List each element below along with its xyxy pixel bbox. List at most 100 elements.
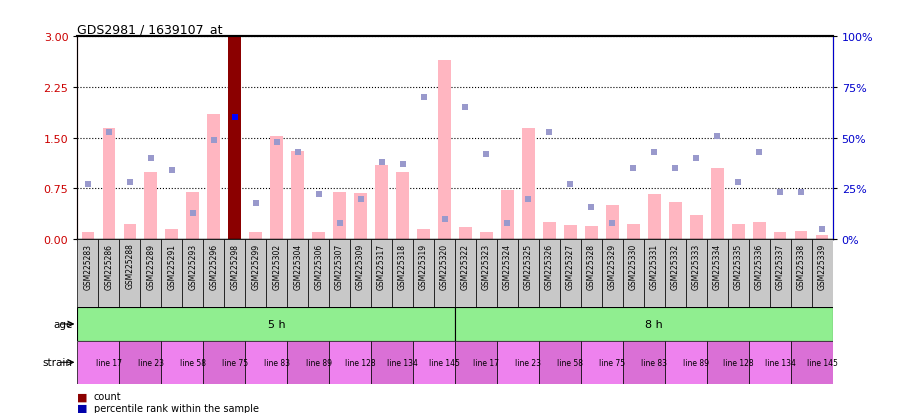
Bar (413, 341, 455, 384)
Text: GSM225332: GSM225332 (671, 243, 680, 289)
Text: GDS2981 / 1639107_at: GDS2981 / 1639107_at (77, 23, 223, 36)
Text: line 58: line 58 (558, 358, 583, 367)
Bar (329, 341, 371, 384)
Bar (434, 240, 455, 308)
Text: count: count (94, 392, 121, 401)
Bar (665, 240, 686, 308)
Bar (581, 341, 622, 384)
Text: GSM225325: GSM225325 (524, 243, 533, 289)
Bar (77, 341, 119, 384)
Bar (460, 228, 471, 240)
Bar (585, 226, 598, 240)
Bar (602, 240, 622, 308)
Bar (308, 240, 329, 308)
Bar (686, 240, 707, 308)
Text: line 23: line 23 (137, 358, 164, 367)
Bar (690, 216, 703, 240)
Bar (455, 341, 497, 384)
Bar (333, 192, 346, 240)
Text: line 89: line 89 (683, 358, 709, 367)
Bar (476, 240, 497, 308)
Bar (795, 231, 807, 240)
Bar (166, 230, 178, 240)
Text: GSM225336: GSM225336 (754, 243, 763, 289)
Text: GSM225293: GSM225293 (188, 243, 197, 289)
Text: line 83: line 83 (642, 358, 667, 367)
Bar (497, 240, 518, 308)
Text: GSM225306: GSM225306 (314, 243, 323, 289)
Bar (161, 240, 182, 308)
Text: GSM225320: GSM225320 (440, 243, 449, 289)
Bar (728, 240, 749, 308)
Bar (245, 240, 267, 308)
Text: GSM225337: GSM225337 (775, 243, 784, 289)
Bar (124, 225, 136, 240)
Bar (501, 190, 514, 240)
Bar (455, 240, 476, 308)
Bar (732, 224, 744, 240)
Bar (77, 240, 98, 308)
Text: line 58: line 58 (180, 358, 206, 367)
Bar (371, 240, 392, 308)
Text: GSM225329: GSM225329 (608, 243, 617, 289)
Bar (644, 240, 665, 308)
Text: GSM225330: GSM225330 (629, 243, 638, 289)
Bar (203, 240, 224, 308)
Bar (291, 152, 304, 240)
Bar (707, 240, 728, 308)
Bar (816, 235, 828, 240)
Text: line 75: line 75 (222, 358, 248, 367)
Bar (439, 61, 450, 240)
Bar (267, 240, 288, 308)
Bar (161, 341, 203, 384)
Bar (145, 172, 157, 240)
Text: ■: ■ (77, 403, 88, 413)
Bar (312, 233, 325, 240)
Bar (207, 115, 220, 240)
Text: GSM225338: GSM225338 (796, 243, 805, 289)
Bar (539, 341, 581, 384)
Text: GSM225318: GSM225318 (398, 243, 407, 289)
Text: GSM225299: GSM225299 (251, 243, 260, 289)
Bar (749, 341, 791, 384)
Bar (622, 240, 644, 308)
Bar (497, 341, 539, 384)
Text: GSM225309: GSM225309 (356, 243, 365, 289)
Text: age: age (54, 319, 73, 329)
Bar (622, 341, 665, 384)
Bar (392, 240, 413, 308)
Text: strain: strain (43, 357, 73, 368)
Text: GSM225334: GSM225334 (713, 243, 722, 289)
Text: GSM225288: GSM225288 (126, 243, 135, 289)
Bar (791, 240, 812, 308)
Bar (288, 240, 308, 308)
Bar (560, 240, 581, 308)
Bar (354, 194, 367, 240)
Text: GSM225339: GSM225339 (818, 243, 826, 289)
Bar (413, 240, 434, 308)
Bar (627, 225, 640, 240)
Text: GSM225291: GSM225291 (167, 243, 177, 289)
Text: GSM225307: GSM225307 (335, 243, 344, 289)
Text: GSM225289: GSM225289 (147, 243, 156, 289)
Bar (98, 240, 119, 308)
Bar (753, 223, 765, 240)
Text: GSM225331: GSM225331 (650, 243, 659, 289)
Bar (774, 233, 786, 240)
Bar (119, 240, 140, 308)
Bar (329, 240, 350, 308)
Bar (770, 240, 791, 308)
Text: line 134: line 134 (387, 358, 418, 367)
Bar (564, 225, 577, 240)
Text: GSM225283: GSM225283 (84, 243, 92, 289)
Bar (371, 341, 413, 384)
Text: line 128: line 128 (723, 358, 753, 367)
Bar (245, 341, 288, 384)
Bar (270, 136, 283, 240)
Text: GSM225324: GSM225324 (503, 243, 512, 289)
Text: line 17: line 17 (473, 358, 500, 367)
Text: line 17: line 17 (96, 358, 122, 367)
Text: GSM225322: GSM225322 (461, 243, 470, 289)
Text: GSM225323: GSM225323 (482, 243, 491, 289)
Text: GSM225328: GSM225328 (587, 243, 596, 289)
